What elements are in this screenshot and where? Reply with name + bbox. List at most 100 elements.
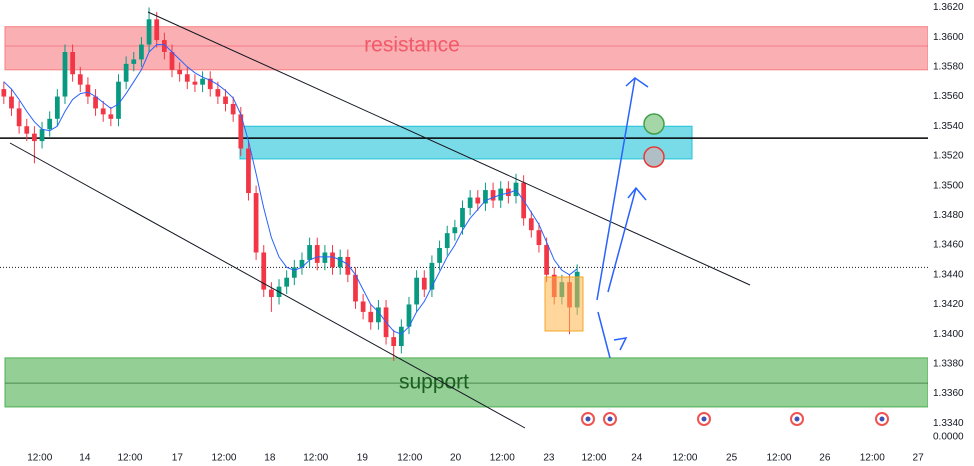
y-tick-label: 1.3400: [933, 329, 964, 340]
candle-body: [177, 69, 183, 75]
candle-body: [299, 259, 305, 268]
x-tick-label: 12:00: [397, 453, 422, 464]
zone: [239, 125, 693, 160]
x-tick-label: 12:00: [581, 453, 606, 464]
candle-body: [460, 207, 465, 228]
arrow: [597, 311, 628, 359]
candle-body: [223, 96, 228, 104]
x-tick-label: 27: [913, 453, 925, 464]
candle-body: [139, 44, 144, 60]
candle-body: [93, 96, 98, 109]
event-icon[interactable]: [603, 412, 617, 426]
candle-body: [154, 19, 160, 41]
y-tick-label: 1.3420: [933, 299, 964, 310]
candle-body: [215, 89, 221, 97]
candle-body: [238, 114, 244, 149]
candle-body: [337, 256, 343, 268]
event-icon[interactable]: [875, 412, 889, 426]
event-icon[interactable]: [581, 412, 595, 426]
candle-body: [70, 51, 75, 75]
candle-body: [398, 326, 404, 347]
candle-body: [246, 148, 251, 194]
x-tick-label: 24: [631, 453, 643, 464]
candle-body: [314, 245, 320, 263]
candle-body: [505, 188, 511, 197]
candle-body: [24, 126, 30, 134]
y-tick-label: 1.3340: [933, 418, 964, 429]
candle-body: [116, 81, 121, 119]
x-tick-label: 12:00: [211, 453, 236, 464]
target-circle: [643, 146, 665, 168]
y-tick-label: 1.3440: [933, 269, 964, 280]
candle-body: [169, 51, 175, 70]
candle-body: [376, 307, 381, 323]
candle-body: [16, 108, 22, 127]
candle-body: [123, 63, 129, 82]
trend-line: [147, 11, 751, 286]
x-tick-label: 12:00: [860, 453, 885, 464]
event-icons[interactable]: [581, 412, 889, 426]
candle-body: [9, 96, 14, 109]
candle-body: [207, 78, 213, 90]
drawings: [9, 11, 751, 429]
candle-body: [131, 59, 137, 64]
y-tick-label: 1.3380: [933, 359, 964, 370]
x-tick-label: 12:00: [672, 453, 697, 464]
x-tick-label: 12:00: [766, 453, 791, 464]
x-tick-label: 23: [543, 453, 555, 464]
candle-body: [39, 129, 45, 142]
candle-body: [322, 252, 328, 263]
candle-body: [54, 96, 60, 119]
x-tick-label: 12:00: [117, 453, 142, 464]
candle-body: [77, 74, 83, 85]
candle-body: [414, 277, 420, 305]
event-icon[interactable]: [790, 412, 804, 426]
candle-body: [261, 252, 267, 290]
candle-body: [391, 337, 397, 347]
candle-body: [200, 78, 205, 85]
candle-body: [360, 301, 366, 312]
trend-line: [9, 142, 526, 429]
event-icon[interactable]: [697, 412, 711, 426]
candle-body: [490, 190, 496, 201]
candle-body: [62, 51, 68, 97]
candle-body: [452, 227, 458, 234]
arrow: [596, 77, 649, 301]
y-tick-label: 1.3500: [933, 180, 964, 191]
candle-body: [467, 197, 473, 208]
x-tick-label: 12:00: [27, 453, 52, 464]
x-tick-label: 19: [357, 453, 369, 464]
candle-body: [253, 193, 259, 253]
candle-body: [544, 245, 549, 275]
y-tick-label: 1.3360: [933, 388, 964, 399]
zone-label: support: [399, 371, 469, 394]
candle-body: [100, 108, 106, 115]
candle-body: [146, 19, 152, 45]
zone: [4, 357, 929, 408]
candle-body: [184, 74, 190, 82]
arrow: [607, 186, 647, 293]
candle-body: [47, 118, 53, 130]
axes: 0.0000 1.3340 1.3360 1.3380 1.3400 1.3420 1.3…: [27, 2, 964, 464]
candle-body: [345, 256, 351, 275]
candle-body: [444, 233, 450, 249]
candle-body: [475, 197, 481, 204]
y-tick-label: 1.3600: [933, 32, 964, 43]
candle-body: [513, 182, 519, 197]
candle-body: [536, 230, 542, 246]
candle-body: [307, 245, 312, 260]
y-tick-label: 1.3580: [933, 61, 964, 72]
x-tick-label: 25: [726, 453, 738, 464]
candle-body: [483, 190, 488, 204]
candle-body: [421, 277, 427, 290]
y-tick-label: 1.3620: [933, 2, 964, 13]
candle-body: [284, 277, 290, 287]
y-tick-label: 1.3560: [933, 91, 964, 102]
y-tick-label: 1.3480: [933, 210, 964, 221]
candle-body: [330, 252, 335, 268]
candle-body: [437, 248, 442, 263]
candle-body: [1, 89, 7, 97]
candle-body: [108, 114, 114, 119]
zone-label: resistance: [364, 34, 460, 57]
